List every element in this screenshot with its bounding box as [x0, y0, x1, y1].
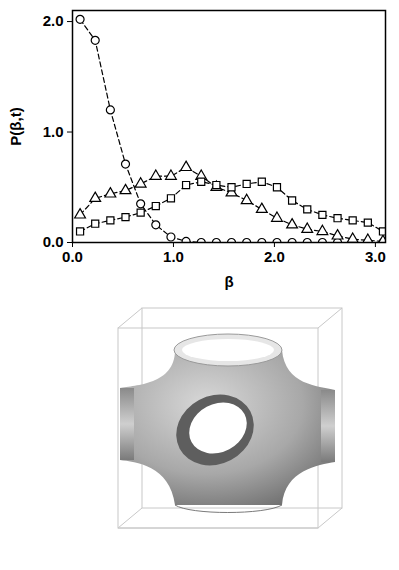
svg-text:3.0: 3.0 [365, 248, 386, 265]
svg-text:2.0: 2.0 [43, 12, 64, 29]
svg-text:P(β,t): P(β,t) [7, 107, 24, 145]
svg-text:2.0: 2.0 [264, 248, 285, 265]
svg-text:1.0: 1.0 [163, 248, 184, 265]
svg-text:1.0: 1.0 [43, 123, 64, 140]
svg-text:0.0: 0.0 [43, 233, 64, 250]
svg-text:0.0: 0.0 [62, 248, 83, 265]
svg-text:β: β [224, 273, 233, 290]
